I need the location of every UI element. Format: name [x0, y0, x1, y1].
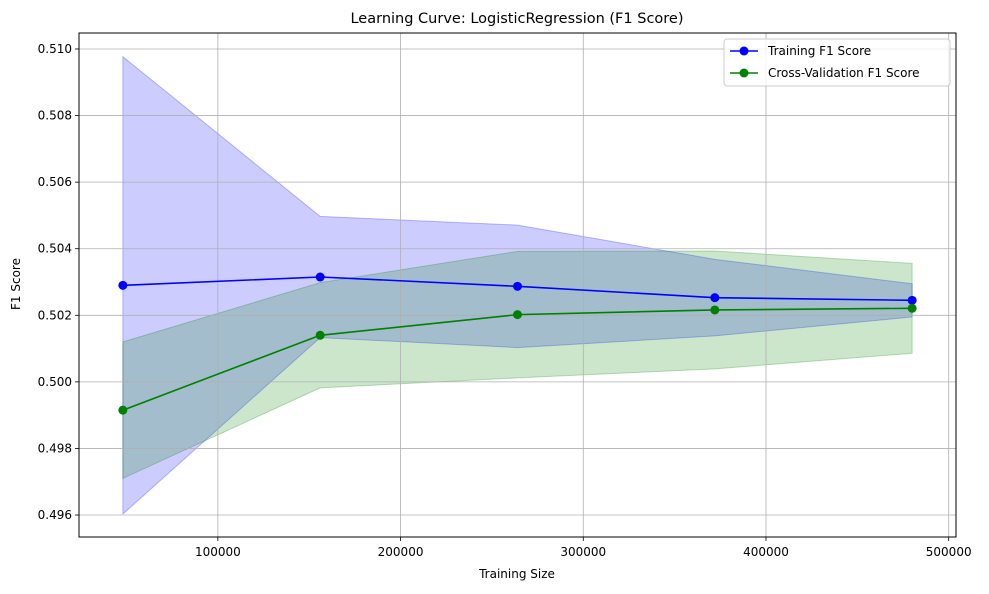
- legend: Training F1 Score Cross-Validation F1 Sc…: [723, 38, 951, 87]
- y-tick-label-5: 0.506: [38, 175, 72, 189]
- y-axis-ticks: 0.496 0.498 0.500 0.502 0.504 0.506 0.508 0.510: [38, 42, 79, 522]
- y-tick-label-4: 0.504: [38, 242, 72, 256]
- data-point-cross-validation-2: [513, 310, 522, 320]
- series-markers: [118, 272, 917, 415]
- data-point-cross-validation-3: [710, 305, 720, 315]
- y-tick-label-3: 0.502: [38, 308, 72, 322]
- x-tick-label-0: 100000: [195, 545, 241, 559]
- y-tick-label-6: 0.508: [38, 109, 72, 123]
- x-axis-label: Training Size: [478, 567, 555, 581]
- y-axis-label: F1 Score: [9, 258, 23, 310]
- y-tick-label-7: 0.510: [38, 42, 72, 56]
- y-tick-label-2: 0.500: [38, 375, 72, 389]
- x-tick-label-3: 400000: [743, 545, 789, 559]
- gridlines: [79, 33, 956, 537]
- x-tick-label-4: 500000: [926, 545, 972, 559]
- x-tick-label-2: 300000: [560, 545, 606, 559]
- chart-title: Learning Curve: LogisticRegression (F1 S…: [350, 11, 683, 27]
- legend-marker-cross-validation: [739, 68, 749, 78]
- legend-label-cross-validation: Cross-Validation F1 Score: [768, 66, 920, 80]
- data-point-training-4: [907, 295, 917, 305]
- data-point-training-0: [118, 280, 128, 290]
- y-tick-label-0: 0.496: [38, 508, 72, 522]
- x-tick-label-1: 200000: [378, 545, 424, 559]
- legend-label-training: Training F1 Score: [767, 44, 871, 58]
- y-tick-label-1: 0.498: [38, 441, 72, 455]
- data-point-cross-validation-1: [315, 330, 325, 340]
- data-point-cross-validation-0: [118, 405, 128, 415]
- plot-frame: [78, 32, 957, 538]
- x-axis-ticks: 100000 200000 300000 400000 500000: [195, 537, 972, 559]
- data-point-cross-validation-4: [907, 303, 917, 313]
- data-point-training-2: [513, 281, 522, 291]
- legend-box: [723, 38, 951, 87]
- data-point-training-3: [710, 293, 720, 303]
- data-point-training-1: [315, 272, 325, 282]
- legend-marker-training: [739, 46, 749, 56]
